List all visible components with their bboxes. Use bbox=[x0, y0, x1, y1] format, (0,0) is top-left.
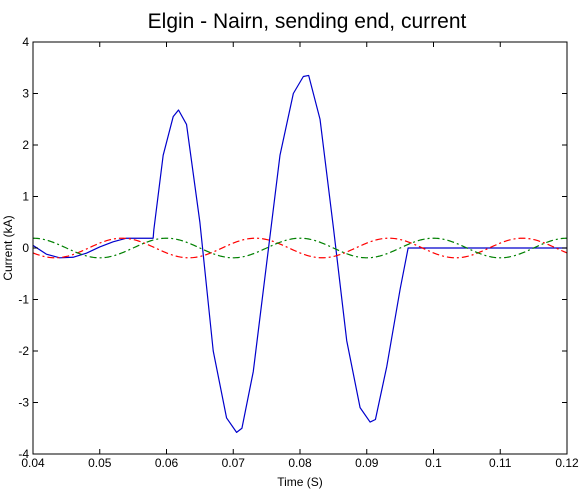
x-tick-label: 0.04 bbox=[21, 456, 45, 470]
x-tick-label: 0.07 bbox=[222, 456, 246, 470]
fault-current-series bbox=[33, 74, 567, 433]
y-tick-label: -2 bbox=[18, 344, 29, 358]
y-tick-label: -3 bbox=[18, 396, 29, 410]
series-layer bbox=[33, 74, 567, 433]
axes-frame bbox=[32, 41, 568, 455]
y-tick-label: -4 bbox=[18, 447, 29, 461]
chart-title: Elgin - Nairn, sending end, current bbox=[148, 10, 467, 33]
x-tick-label: 0.11 bbox=[489, 456, 512, 470]
x-axis-label: Time (S) bbox=[277, 475, 323, 489]
y-tick-label: 3 bbox=[22, 87, 29, 101]
x-tick-label: 0.08 bbox=[288, 456, 312, 470]
x-tick-label: 0.1 bbox=[425, 456, 442, 470]
y-tick-labels: -4 -3 -2 -1 0 1 2 3 4 bbox=[18, 35, 29, 461]
y-tick-label: 1 bbox=[22, 190, 29, 204]
y-tick-label: 0 bbox=[22, 241, 29, 255]
y-tick-label: 2 bbox=[22, 138, 29, 152]
x-tick-label: 0.05 bbox=[88, 456, 112, 470]
plot-area bbox=[32, 41, 568, 455]
y-tick-label: 4 bbox=[22, 35, 29, 49]
y-axis-label: Current (kA) bbox=[1, 215, 15, 280]
phase-c-series bbox=[33, 237, 567, 259]
x-tick-labels: 0.04 0.05 0.06 0.07 0.08 0.09 0.1 0.11 0.12 bbox=[21, 456, 579, 470]
x-tick-label: 0.12 bbox=[555, 456, 579, 470]
x-tick-label: 0.06 bbox=[155, 456, 179, 470]
y-tick-label: -1 bbox=[18, 293, 29, 307]
x-tick-label: 0.09 bbox=[355, 456, 379, 470]
